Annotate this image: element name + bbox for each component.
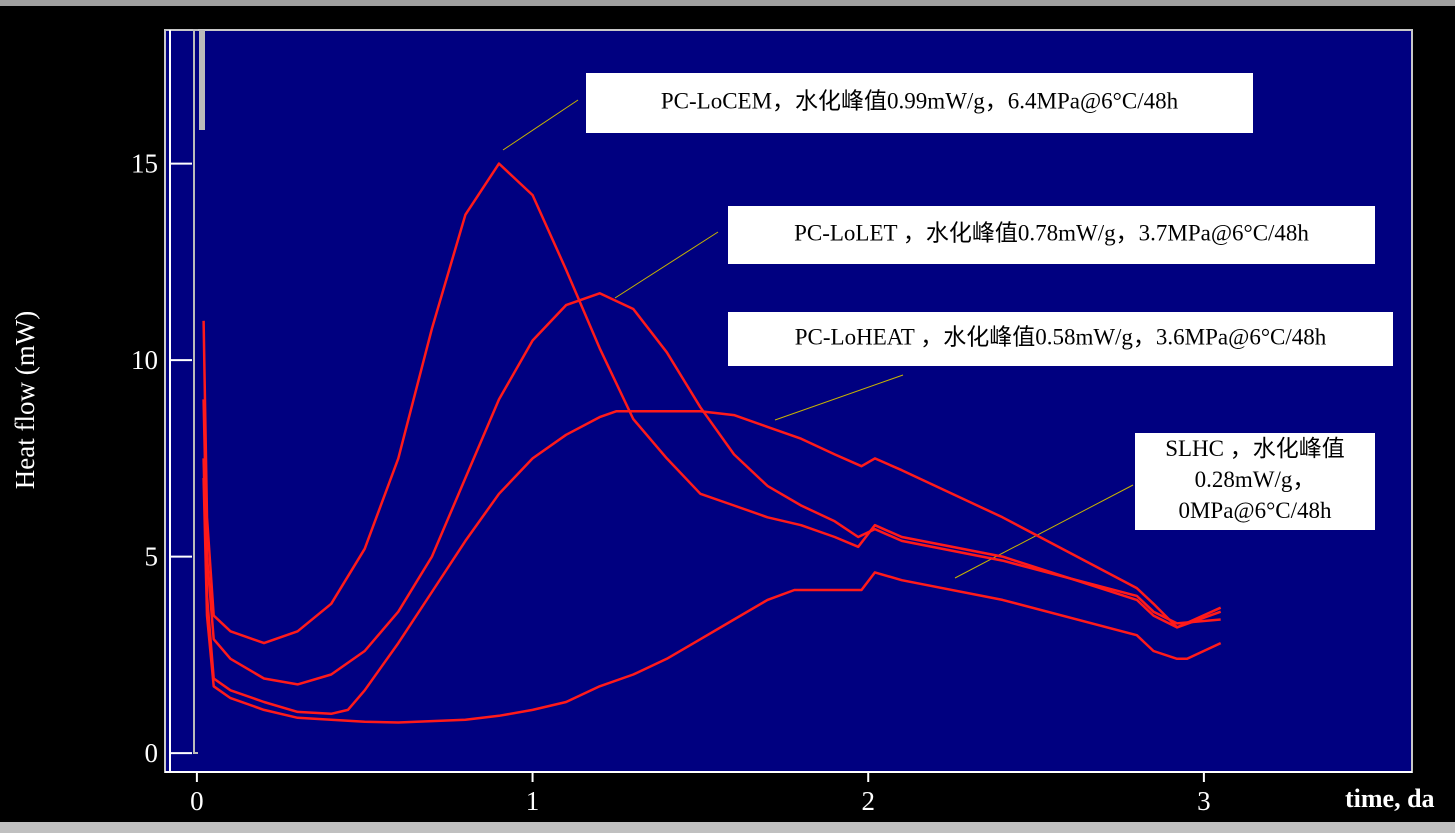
y-tick-label: 15 [131,149,158,179]
series-line [202,162,1222,645]
leader-line [614,231,719,299]
annotation-box [728,312,1393,366]
bracket [193,29,198,754]
x-tick-label: 3 [1197,786,1211,816]
scrollbar [0,822,1455,833]
annotation-box [728,206,1375,264]
x-tick-label: 1 [526,786,540,816]
leader-line [502,99,579,151]
y-axis-label: Heat flow (mW) [10,311,40,489]
annotation-text: 0MPa@6°C/48h [1178,498,1332,523]
x-tick-label: 2 [861,786,875,816]
scale-bar [199,30,205,130]
x-axis-label: time, da [1345,784,1435,813]
window-frame [0,0,1455,6]
x-tick-label: 0 [190,786,204,816]
leader-lines [502,99,1134,579]
annotation-text: 0.28mW/g， [1195,467,1316,492]
annotation-text: PC-LoHEAT ，水化峰值0.58mW/g，3.6MPa@6°C/48h [795,324,1327,349]
leader-line [774,374,904,421]
y-tick-label: 5 [145,542,159,572]
annotation-text: PC-LoLET ，水化峰值0.78mW/g，3.7MPa@6°C/48h [794,220,1309,245]
y-tick-label: 10 [131,345,158,375]
series-line [202,409,1222,716]
y-tick-label: 0 [145,738,159,768]
leader-line [954,484,1134,579]
annotation-box [586,73,1253,133]
series-line [202,292,1221,686]
series-line [202,477,1222,724]
annotation-text: PC-LoCEM，水化峰值0.99mW/g，6.4MPa@6°C/48h [661,88,1179,113]
annotation-text: SLHC ，水化峰值 [1165,436,1345,461]
annotation-box [1135,433,1375,530]
plot-area [164,29,1413,773]
